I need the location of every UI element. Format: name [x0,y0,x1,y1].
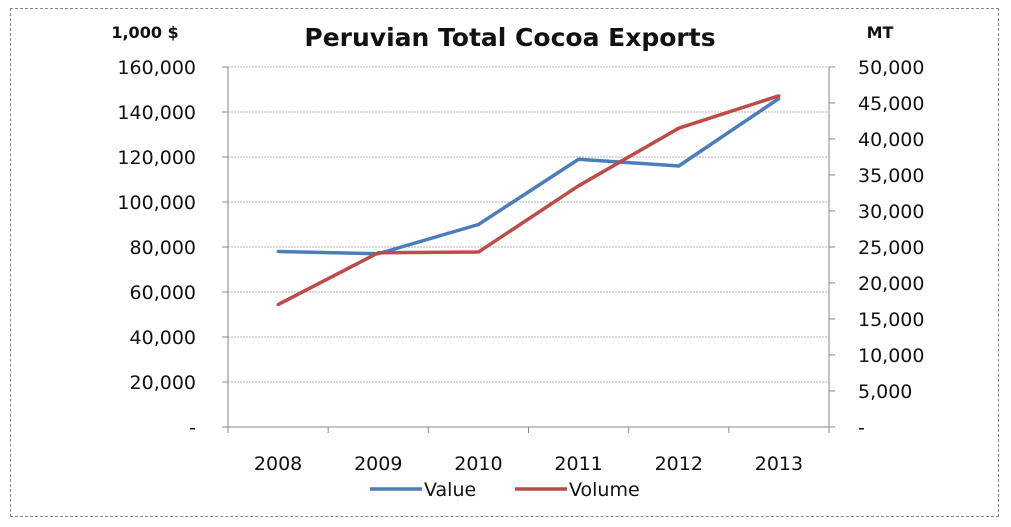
series-layer [276,94,781,307]
x-axis-tick-label: 2008 [254,453,302,475]
legend: Value Volume [370,479,640,501]
right-axis-tick-label: 15,000 [858,309,924,331]
chart-title: Peruvian Total Cocoa Exports [304,23,715,52]
right-axis-unit-label: MT [867,23,894,42]
data-point-value [476,223,480,226]
left-axis-tick-label: 80,000 [130,237,196,259]
data-point-volume [777,94,781,98]
x-axis-tick-label: 2010 [454,453,502,475]
right-axis-tick-label: 25,000 [858,237,924,259]
right-axis-tick-label: 20,000 [858,273,924,295]
left-axis-tick-label: 20,000 [130,372,196,394]
right-axis-tick-label: 5,000 [858,381,912,403]
left-axis-tick-label: 100,000 [117,192,196,214]
left-axis-tick-label: 40,000 [130,327,196,349]
axes: - 20,000 40,000 60,000 80,000 100,000 120,000 1… [117,57,924,475]
left-axis-unit-label: 1,000 $ [111,23,178,42]
data-point-value [276,250,280,253]
data-point-volume [677,126,681,130]
left-axis-tick-label: - [189,417,196,439]
legend-label-value: Value [424,479,476,501]
right-axis-tick-label: 30,000 [858,201,924,223]
left-axis-tick-label: 120,000 [117,147,196,169]
data-point-volume [577,184,581,188]
x-axis-tick-label: 2011 [554,453,602,475]
right-axis-tick-label: 50,000 [858,57,924,79]
data-point-volume [376,251,380,255]
left-axis-tick-label: 160,000 [117,57,196,79]
left-axis-tick-label: 140,000 [117,102,196,124]
series-line-volume [277,94,780,307]
data-point-volume [476,250,480,254]
legend-label-volume: Volume [569,479,640,501]
right-axis-tick-label: 35,000 [858,165,924,187]
right-axis-tick-label: - [858,417,865,439]
data-point-volume [276,303,280,307]
chart-frame [10,8,999,517]
x-axis-tick-label: 2012 [655,453,703,475]
right-axis-tick-label: 45,000 [858,93,924,115]
x-axis-tick-label: 2013 [755,453,803,475]
series-line-value [278,97,780,256]
left-axis-tick-label: 60,000 [130,282,196,304]
gridlines [228,66,829,383]
data-point-value [677,164,681,168]
right-axis-tick-label: 10,000 [858,345,924,367]
right-axis-tick-label: 40,000 [858,129,924,151]
x-axis-tick-label: 2009 [354,453,402,475]
data-point-value [577,157,581,161]
